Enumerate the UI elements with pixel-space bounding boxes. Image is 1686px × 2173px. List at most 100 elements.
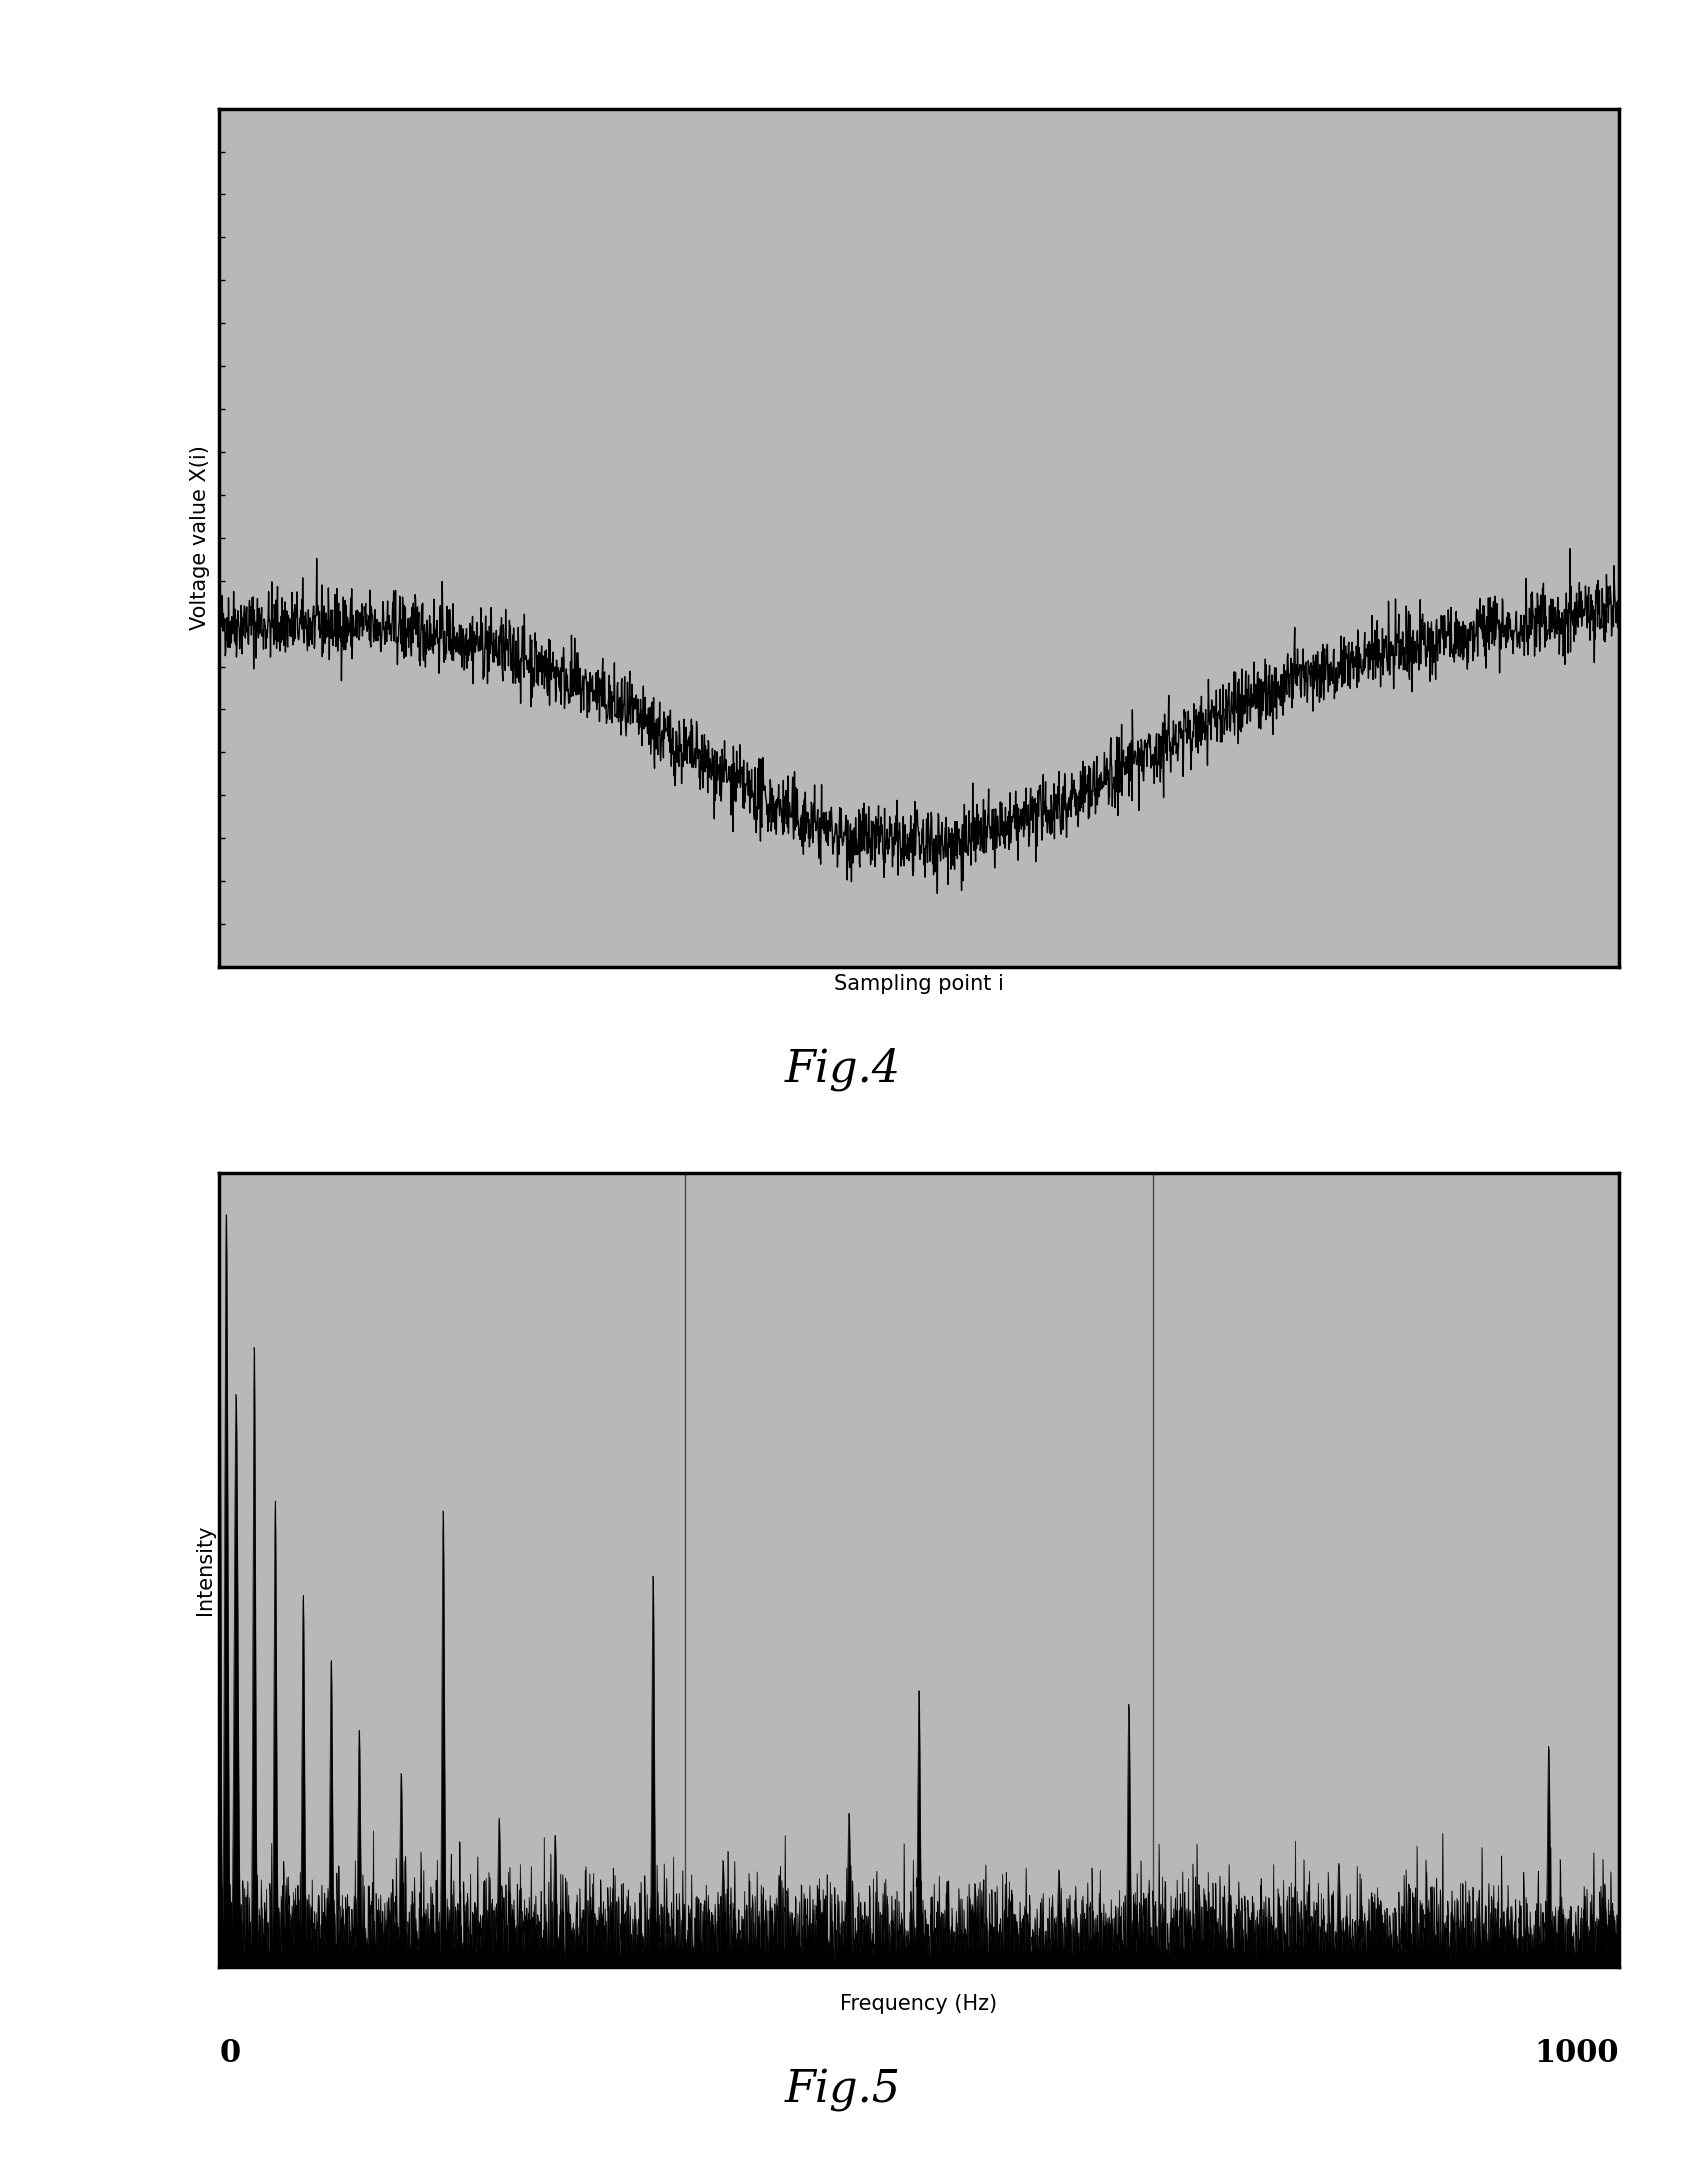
Point [546,472,573,506]
Point [821,1171,848,1206]
Point [1563,930,1590,965]
Point [705,1764,732,1799]
Point [1082,700,1109,734]
Point [1173,1775,1200,1810]
Point [534,1921,561,1956]
Point [165,1530,192,1565]
Point [1081,274,1108,309]
Point [617,285,644,319]
Point [811,1234,838,1269]
Point [1560,1525,1587,1560]
Point [966,1223,993,1258]
Point [841,1927,868,1962]
Point [593,1651,620,1686]
Point [1587,1767,1614,1801]
Point [858,1193,885,1228]
Point [364,1445,391,1480]
Point [1111,1191,1138,1226]
Point [764,1858,791,1893]
Point [153,1606,180,1641]
Point [1524,254,1551,289]
Point [759,380,786,415]
Point [978,1725,1005,1760]
Point [1554,1701,1581,1736]
Point [860,891,887,926]
Point [330,1297,357,1332]
Point [732,1452,759,1486]
Point [516,561,543,595]
Point [1507,1610,1534,1645]
Point [889,287,915,322]
Point [939,1415,966,1449]
Point [273,1643,300,1678]
Point [1404,1680,1431,1714]
Point [656,115,683,150]
Point [561,1195,588,1230]
Point [764,1686,791,1721]
Point [685,1593,711,1628]
Point [383,1769,410,1804]
Point [711,630,738,665]
Point [951,1221,978,1256]
Point [518,1182,545,1217]
Point [732,1206,759,1241]
Point [1094,834,1121,869]
Point [277,1286,303,1321]
Point [912,1167,939,1202]
Point [528,1791,555,1825]
Point [587,1373,614,1408]
Point [1551,1378,1578,1412]
Point [1383,1999,1409,2034]
Point [1501,1612,1528,1647]
Point [732,1297,759,1332]
Point [150,1467,177,1502]
Point [755,691,782,726]
Point [1581,515,1608,550]
Point [1076,1565,1103,1599]
Point [1607,1195,1634,1230]
Point [253,1706,280,1741]
Point [438,1725,465,1760]
Point [368,698,395,732]
Point [966,1814,993,1849]
Point [521,730,548,765]
Point [777,1851,804,1886]
Point [946,895,973,930]
Point [831,500,858,535]
Point [671,1832,698,1867]
Point [1372,1723,1399,1758]
Point [406,274,433,309]
Point [368,1971,395,2006]
Point [575,1399,602,1434]
Point [1315,1893,1342,1927]
Point [787,932,814,967]
Point [1152,369,1179,404]
Point [804,1197,831,1232]
Point [784,109,811,143]
Point [1487,837,1514,871]
Point [1283,1302,1310,1336]
Point [809,1571,836,1606]
Point [504,237,531,272]
Point [1524,402,1551,437]
Point [774,1943,801,1977]
Point [715,1252,742,1286]
Point [1007,1502,1034,1536]
Point [1141,1810,1168,1845]
Point [1561,1893,1588,1927]
Point [985,1241,1012,1276]
Point [779,1625,806,1660]
Point [679,1993,706,2027]
Point [1570,1419,1597,1454]
Point [1366,1467,1393,1502]
Point [1543,2010,1570,2045]
Point [959,1193,986,1228]
Point [978,1782,1005,1817]
Point [787,152,814,187]
Point [519,1967,546,2001]
Point [828,947,855,982]
Point [427,239,454,274]
Point [280,1617,307,1651]
Point [723,1525,750,1560]
Point [792,365,819,400]
